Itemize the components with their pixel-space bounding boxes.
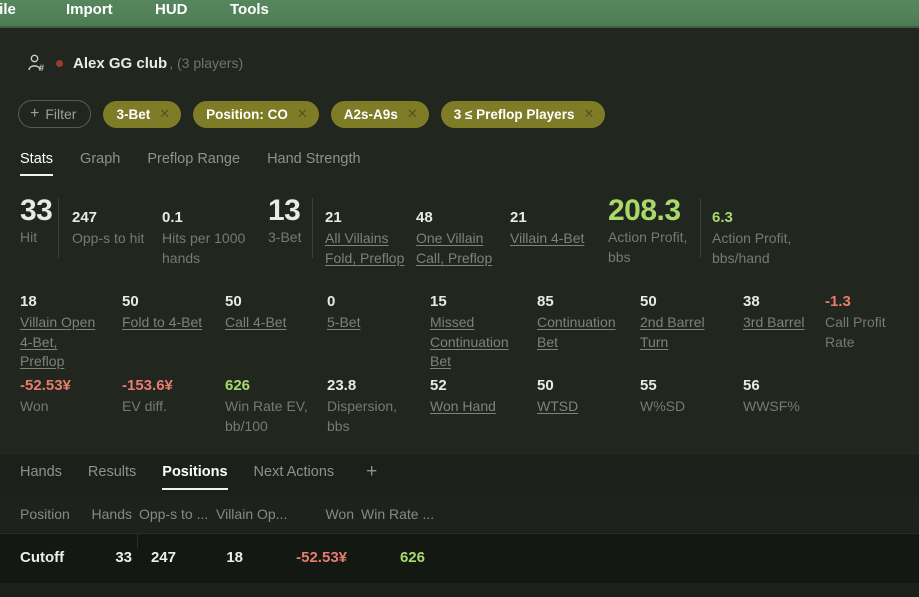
tab-positions[interactable]: Positions xyxy=(162,464,228,490)
header-hands[interactable]: Hands xyxy=(91,506,132,522)
stat-action-profit-bbs: 208.3 Action Profit, bbs xyxy=(608,194,688,265)
chip-label: 3-Bet xyxy=(116,106,151,122)
menu-file[interactable]: File xyxy=(0,1,16,18)
stat-won-hand: 52 Won Hand xyxy=(430,377,496,414)
stat-win-rate-ev: 626 Win Rate EV, bb/100 xyxy=(225,377,308,434)
stat-wsd: 55 W%SD xyxy=(640,377,686,414)
stat-wwsf: 56 WWSF% xyxy=(743,377,800,414)
add-filter-button[interactable]: + Filter xyxy=(18,100,92,128)
stat-hit: 33 Hit xyxy=(20,194,53,246)
status-dot xyxy=(56,59,63,67)
table-header: Position Hands Opp-s to ... Villain Op..… xyxy=(0,497,919,533)
table-row-cutoff[interactable]: Cutoff 33 247 18 -52.53¥ 626 xyxy=(0,533,919,583)
filter-bar: + Filter 3-Bet ✕ Position: CO ✕ A2s-A9s … xyxy=(18,100,606,128)
menu-bar: File Import HUD Tools xyxy=(0,0,919,28)
chip-label: A2s-A9s xyxy=(343,106,398,122)
stat-divider xyxy=(700,198,701,258)
bottom-tabs: Hands Results Positions Next Actions + xyxy=(20,461,378,490)
bottom-panel: Hands Results Positions Next Actions + P… xyxy=(0,455,919,597)
chip-label: Position: CO xyxy=(206,106,288,122)
header-position[interactable]: Position xyxy=(20,506,70,522)
plus-icon: + xyxy=(30,105,40,122)
cell-hands: 33 xyxy=(115,549,132,566)
menu-hud[interactable]: HUD xyxy=(155,1,188,18)
stat-call-profit-rate: -1.3 Call Profit Rate xyxy=(825,293,886,350)
stat-divider xyxy=(58,198,59,258)
stat-call-4bet: 50 Call 4-Bet xyxy=(225,293,287,330)
header-opps[interactable]: Opp-s to ... xyxy=(139,506,209,522)
header-won[interactable]: Won xyxy=(325,506,354,522)
stat-5bet: 0 5-Bet xyxy=(327,293,361,330)
player-hash-icon: # xyxy=(28,54,45,73)
close-icon[interactable]: ✕ xyxy=(296,106,308,121)
player-row: # Alex GG club , (3 players) xyxy=(28,54,244,73)
filter-chip-preflop-players[interactable]: 3 ≤ Preflop Players ✕ xyxy=(440,100,606,128)
menu-import[interactable]: Import xyxy=(66,1,113,18)
filter-chip-a2s-a9s[interactable]: A2s-A9s ✕ xyxy=(330,100,429,128)
header-villain-open[interactable]: Villain Op... xyxy=(216,506,288,522)
close-icon[interactable]: ✕ xyxy=(159,106,171,121)
cell-won: -52.53¥ xyxy=(296,549,347,566)
stat-continuation-bet: 85 Continuation Bet xyxy=(537,293,616,350)
header-win-rate[interactable]: Win Rate ... xyxy=(361,506,435,522)
column-divider xyxy=(137,533,138,548)
stat-villain-4bet: 21 Villain 4-Bet xyxy=(510,209,585,246)
player-name[interactable]: Alex GG club xyxy=(73,54,168,72)
stat-missed-cbet: 15 Missed Continuation Bet xyxy=(430,293,509,369)
stat-3bet: 13 3-Bet xyxy=(268,194,302,246)
stat-hits-per-1000: 0.1 Hits per 1000 hands xyxy=(162,209,246,266)
stat-2nd-barrel-turn: 50 2nd Barrel Turn xyxy=(640,293,705,350)
menu-tools[interactable]: Tools xyxy=(230,1,269,18)
cell-villain: 18 xyxy=(226,549,243,566)
close-icon[interactable]: ✕ xyxy=(406,106,418,121)
stat-ev-diff: -153.6¥ EV diff. xyxy=(122,377,173,414)
cell-opps: 247 xyxy=(150,549,176,566)
stat-divider xyxy=(312,198,313,258)
player-count: , (3 players) xyxy=(169,55,244,71)
cell-win-rate: 626 xyxy=(399,549,425,566)
filter-chip-position-co[interactable]: Position: CO ✕ xyxy=(193,100,319,128)
stat-wtsd: 50 WTSD xyxy=(537,377,579,414)
tab-graph[interactable]: Graph xyxy=(80,151,121,167)
stat-opps-to-hit: 247 Opp-s to hit xyxy=(72,209,145,246)
chip-label: 3 ≤ Preflop Players xyxy=(453,106,575,122)
tab-preflop-range[interactable]: Preflop Range xyxy=(147,151,241,167)
close-icon[interactable]: ✕ xyxy=(583,106,595,121)
stat-action-profit-per-hand: 6.3 Action Profit, bbs/hand xyxy=(712,209,792,266)
tab-stats[interactable]: Stats xyxy=(20,151,54,176)
stat-villain-open-4bet: 18 Villain Open 4-Bet, Preflop xyxy=(20,293,96,369)
stat-won: -52.53¥ Won xyxy=(20,377,71,414)
stat-all-villains-fold: 21 All Villains Fold, Preflop xyxy=(325,209,405,266)
stat-3rd-barrel: 38 3rd Barrel xyxy=(743,293,805,330)
main-tabs: Stats Graph Preflop Range Hand Strength xyxy=(20,151,361,176)
svg-text:#: # xyxy=(39,63,44,72)
tab-results[interactable]: Results xyxy=(87,464,137,480)
stat-one-villain-call: 48 One Villain Call, Preflop xyxy=(416,209,493,266)
tab-hands[interactable]: Hands xyxy=(20,464,62,480)
cell-position: Cutoff xyxy=(20,549,65,566)
tab-next-actions[interactable]: Next Actions xyxy=(253,464,335,480)
add-filter-label: Filter xyxy=(45,106,77,122)
filter-chip-3bet[interactable]: 3-Bet ✕ xyxy=(103,100,182,128)
add-tab-button[interactable]: + xyxy=(366,461,378,482)
tab-hand-strength[interactable]: Hand Strength xyxy=(267,151,361,167)
stat-dispersion: 23.8 Dispersion, bbs xyxy=(327,377,398,434)
stat-fold-to-4bet: 50 Fold to 4-Bet xyxy=(122,293,203,330)
